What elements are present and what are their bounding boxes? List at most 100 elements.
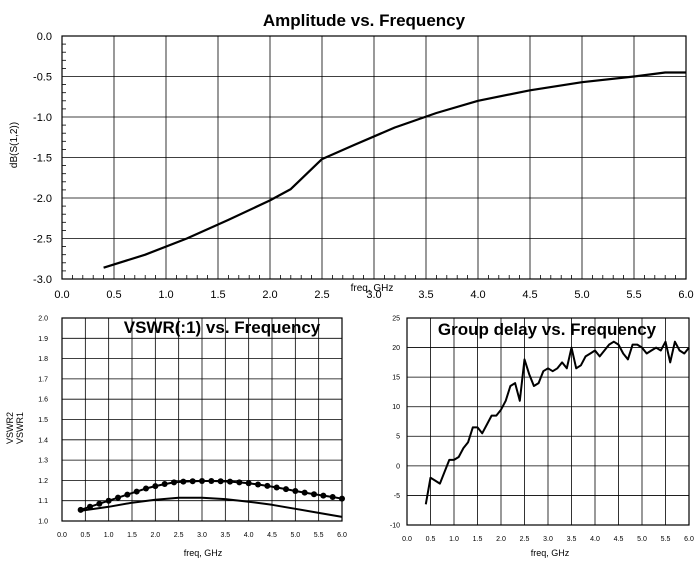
y-tick-label: 20 <box>392 345 400 352</box>
x-tick-label: 3.0 <box>543 536 553 543</box>
x-tick-label: 0.0 <box>57 532 67 539</box>
x-tick-label: 2.0 <box>262 289 277 301</box>
data-point <box>273 484 280 491</box>
x-tick-label: 5.0 <box>290 532 300 539</box>
x-tick-label: 6.0 <box>678 289 693 301</box>
data-point <box>292 487 299 494</box>
y-tick-label: 5 <box>396 434 400 441</box>
y-tick-label: 1.6 <box>38 397 48 404</box>
x-tick-label: 2.5 <box>520 536 530 543</box>
x-tick-label: 1.5 <box>473 536 483 543</box>
y-tick-label: -1.0 <box>33 112 52 124</box>
x-tick-label: 1.0 <box>449 536 459 543</box>
data-point <box>208 478 215 485</box>
group-delay-chart: Group delay vs. Frequency freq, GHz 0.0 0… <box>390 315 694 558</box>
data-point <box>133 488 140 495</box>
data-point <box>96 500 103 507</box>
data-point <box>180 478 187 485</box>
x-tick-label: 2.5 <box>314 289 329 301</box>
series-line <box>103 71 686 269</box>
y-tick-label: -5 <box>394 493 400 500</box>
amplitude-chart: Amplitude vs. Frequency dB(S(1,2)) freq,… <box>9 11 694 301</box>
data-point <box>320 492 327 499</box>
x-tick-label: 3.0 <box>366 289 381 301</box>
x-tick-label: 5.0 <box>637 536 647 543</box>
y-tick-label: 0 <box>396 463 400 470</box>
data-point <box>161 481 168 488</box>
vswr-chart-title: VSWR(:1) vs. Frequency <box>124 318 321 337</box>
y-tick-label: 25 <box>392 315 400 322</box>
x-tick-label: 5.5 <box>626 289 641 301</box>
x-tick-label: 2.0 <box>496 536 506 543</box>
y-tick-label: -2.5 <box>33 233 52 245</box>
y-tick-label: -0.5 <box>33 71 52 83</box>
x-tick-label: 5.5 <box>661 536 671 543</box>
x-tick-label: 0.5 <box>106 289 121 301</box>
y-tick-label: 1.7 <box>38 376 48 383</box>
y-tick-label: -10 <box>390 522 400 529</box>
vswr-chart-ylabel-2: VSWR1 <box>15 412 25 444</box>
data-point <box>255 481 261 488</box>
x-tick-label: 0.5 <box>426 536 436 543</box>
data-point <box>301 489 308 496</box>
x-tick-label: 0.0 <box>54 289 69 301</box>
data-point <box>143 485 149 492</box>
series-line <box>424 340 690 505</box>
plot-frame <box>61 317 343 522</box>
y-tick-label: 0.0 <box>37 31 52 43</box>
y-tick-label: 1.0 <box>38 518 48 525</box>
y-tick-label: 2.0 <box>38 315 48 322</box>
data-point <box>329 494 336 501</box>
x-tick-label: 4.0 <box>244 532 254 539</box>
x-tick-label: 4.5 <box>614 536 624 543</box>
data-point <box>311 491 317 498</box>
x-tick-label: 1.0 <box>158 289 173 301</box>
plot-frame <box>406 317 690 526</box>
y-tick-label: 1.5 <box>38 417 48 424</box>
y-tick-label: 1.1 <box>38 498 48 505</box>
y-tick-label: 1.8 <box>38 356 48 363</box>
x-tick-label: 1.5 <box>210 289 225 301</box>
data-point <box>171 479 177 486</box>
vswr-chart-ylabel-1: VSWR2 <box>5 412 15 444</box>
x-tick-label: 0.5 <box>80 532 90 539</box>
x-tick-label: 3.5 <box>418 289 433 301</box>
x-tick-label: 3.0 <box>197 532 207 539</box>
x-tick-label: 5.5 <box>314 532 324 539</box>
data-point <box>124 491 131 498</box>
y-tick-label: -1.5 <box>33 152 52 164</box>
y-tick-label: -2.0 <box>33 193 52 205</box>
y-tick-label: 1.3 <box>38 458 48 465</box>
data-point <box>283 486 289 493</box>
data-point <box>199 478 205 485</box>
x-tick-label: 2.0 <box>150 532 160 539</box>
y-tick-label: 1.2 <box>38 478 48 485</box>
y-tick-label: 10 <box>392 404 400 411</box>
x-tick-label: 4.5 <box>267 532 277 539</box>
y-tick-label: 1.4 <box>38 437 48 444</box>
data-point <box>264 482 271 489</box>
x-tick-label: 4.5 <box>522 289 537 301</box>
data-point <box>217 478 224 485</box>
x-tick-label: 2.5 <box>174 532 184 539</box>
data-point <box>152 483 159 490</box>
x-tick-label: 1.5 <box>127 532 137 539</box>
data-point <box>115 494 121 501</box>
data-point <box>236 479 243 486</box>
vswr-chart-xlabel: freq, GHz <box>184 548 223 558</box>
x-tick-label: 6.0 <box>684 536 694 543</box>
vswr-chart: VSWR(:1) vs. Frequency VSWR2 VSWR1 freq,… <box>5 315 347 558</box>
y-tick-label: -3.0 <box>33 274 52 286</box>
plot-frame <box>61 35 687 280</box>
x-tick-label: 1.0 <box>104 532 114 539</box>
data-point <box>189 478 196 485</box>
y-tick-label: 1.9 <box>38 336 48 343</box>
amplitude-chart-xlabel: freq, GHz <box>351 283 394 294</box>
data-point <box>105 497 112 504</box>
x-tick-label: 3.5 <box>567 536 577 543</box>
x-tick-label: 3.5 <box>220 532 230 539</box>
x-tick-label: 4.0 <box>470 289 485 301</box>
series-line <box>80 496 343 518</box>
x-tick-label: 4.0 <box>590 536 600 543</box>
